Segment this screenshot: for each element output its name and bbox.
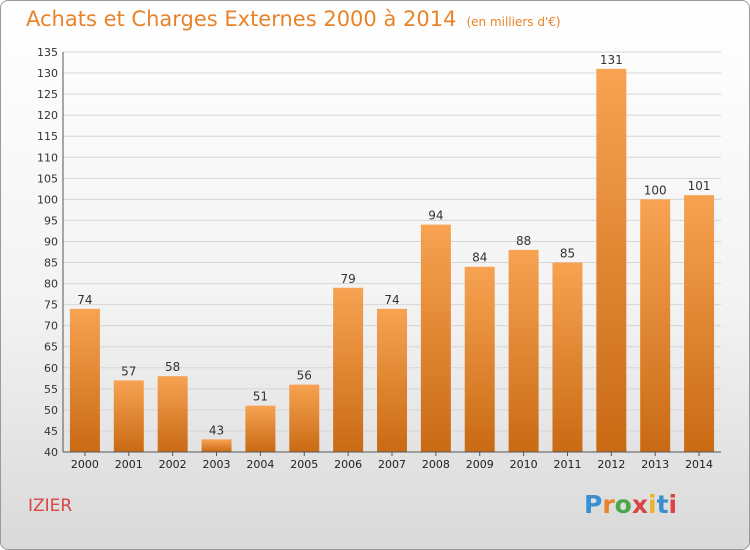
x-tick-label: 2014	[685, 458, 713, 471]
axes: 40 45 50 55 60 65 70 75 80 85 90 95 100 105 110 115 120 1…	[37, 46, 721, 471]
logo-letter: i	[648, 490, 657, 519]
bar	[69, 308, 100, 452]
chart-title: Achats et Charges Externes 2000 à 2014 (e…	[26, 7, 561, 31]
logo-letter: P	[584, 490, 603, 519]
commune-name: IZIER	[28, 496, 73, 516]
x-tick-label: 2008	[422, 458, 450, 471]
value-label: 100	[644, 183, 667, 197]
x-tick-label: 2003	[203, 458, 231, 471]
x-tick-label: 2006	[334, 458, 362, 471]
y-tick-label: 80	[44, 278, 58, 291]
bars: 74 57 58 43 51 56 79 74 94 84 88 85 131 100 101	[69, 53, 715, 452]
value-label: 94	[428, 209, 443, 223]
y-tick-label: 120	[37, 109, 58, 122]
x-tick-label: 2012	[597, 458, 625, 471]
y-tick-label: 55	[44, 383, 58, 396]
value-label: 79	[340, 272, 355, 286]
bar	[508, 249, 539, 452]
x-tick-label: 2001	[115, 458, 143, 471]
bar	[684, 195, 715, 452]
value-label: 101	[688, 179, 711, 193]
logo-letter: o	[614, 490, 632, 519]
value-label: 85	[560, 247, 575, 261]
bar	[640, 199, 671, 452]
value-label: 74	[77, 293, 92, 307]
bar	[377, 308, 407, 452]
logo-letter: r	[602, 490, 615, 519]
y-tick-label: 115	[37, 130, 58, 143]
y-tick-label: 75	[44, 299, 58, 312]
logo-letter: x	[631, 490, 648, 519]
value-label: 74	[384, 293, 399, 307]
x-tick-label: 2000	[71, 458, 99, 471]
bar	[552, 262, 583, 452]
x-tick-label: 2002	[159, 458, 187, 471]
bar	[333, 287, 364, 452]
value-label: 51	[253, 390, 268, 404]
value-label: 57	[121, 364, 136, 378]
value-label: 131	[600, 53, 623, 67]
bar	[201, 439, 232, 452]
y-tick-label: 110	[37, 151, 58, 164]
y-tick-label: 40	[44, 446, 58, 459]
bar	[420, 224, 451, 452]
x-tick-label: 2005	[290, 458, 318, 471]
y-tick-label: 95	[44, 214, 58, 227]
x-tick-label: 2010	[510, 458, 538, 471]
value-label: 56	[297, 369, 312, 383]
y-tick-label: 100	[37, 193, 58, 206]
chart-unit: (en milliers d'€)	[466, 15, 561, 29]
value-label: 84	[472, 251, 487, 265]
y-tick-label: 45	[44, 425, 58, 438]
y-tick-label: 130	[37, 67, 58, 80]
value-label: 58	[165, 360, 180, 374]
y-tick-label: 125	[37, 88, 58, 101]
x-tick-label: 2004	[246, 458, 274, 471]
y-tick-label: 135	[37, 46, 58, 59]
x-tick-label: 2011	[553, 458, 581, 471]
proxiti-logo: Proxiti	[584, 490, 677, 519]
bar	[596, 68, 627, 452]
logo-letter: i	[668, 490, 678, 519]
x-tick-label: 2013	[641, 458, 669, 471]
y-tick-label: 60	[44, 362, 58, 375]
value-label: 43	[209, 423, 224, 437]
y-tick-label: 85	[44, 257, 58, 270]
x-tick-label: 2007	[378, 458, 406, 471]
bar	[464, 266, 495, 452]
chart-title-text: Achats et Charges Externes 2000 à 2014	[26, 7, 457, 31]
value-label: 88	[516, 234, 531, 248]
x-tick-label: 2009	[466, 458, 494, 471]
logo-letter: t	[656, 490, 669, 519]
y-tick-label: 50	[44, 404, 58, 417]
y-tick-label: 90	[44, 235, 58, 248]
bar	[245, 405, 276, 452]
bar	[289, 384, 320, 452]
y-tick-label: 70	[44, 320, 58, 333]
bar	[113, 380, 144, 452]
bar	[157, 376, 188, 452]
y-tick-label: 105	[37, 172, 58, 185]
y-tick-label: 65	[44, 341, 58, 354]
